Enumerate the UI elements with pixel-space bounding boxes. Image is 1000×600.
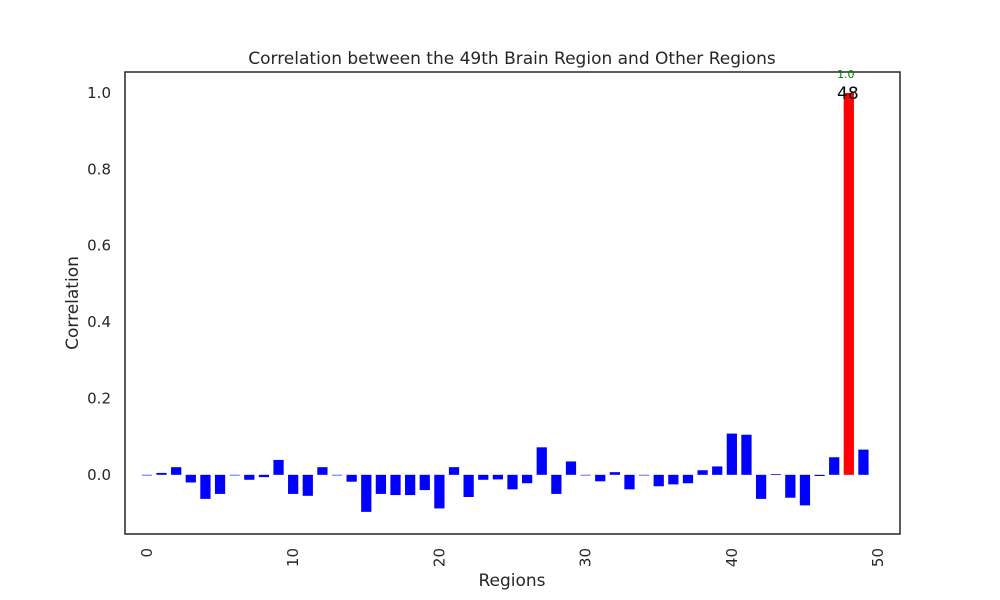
bar [288, 474, 299, 494]
bar [595, 474, 606, 482]
bar [141, 474, 153, 476]
bar [492, 474, 503, 480]
bar [405, 474, 416, 496]
y-tick-label: 0.2 [87, 389, 111, 407]
x-tick-label: 0 [138, 548, 156, 558]
bar [331, 474, 343, 476]
bar [682, 474, 694, 484]
bar [200, 474, 211, 499]
bar [317, 467, 328, 475]
y-tick-label: 0.8 [87, 160, 111, 178]
bar [609, 472, 620, 475]
bar [463, 474, 474, 497]
bar [258, 474, 270, 478]
bar-highlighted [843, 93, 854, 475]
x-axis-label: Regions [478, 571, 545, 591]
bar [478, 474, 489, 480]
bar [273, 459, 284, 475]
bar [244, 474, 255, 480]
bar [799, 474, 811, 506]
bar [390, 474, 401, 496]
y-axis-label: Correlation [63, 256, 83, 350]
bar [785, 474, 796, 498]
bar [653, 474, 664, 487]
y-tick-label: 0.4 [87, 313, 111, 331]
bar [185, 474, 196, 483]
y-tick-label: 1.0 [87, 84, 111, 102]
bar [156, 472, 167, 475]
y-tick-label: 0.0 [87, 466, 111, 484]
x-tick-label: 30 [577, 548, 595, 567]
y-tick-label: 0.6 [87, 237, 111, 255]
bar [536, 447, 547, 475]
bar [624, 474, 635, 490]
bar [814, 474, 825, 476]
x-tick-label: 20 [430, 548, 448, 567]
bar [419, 474, 430, 491]
bar [375, 474, 387, 494]
bars-layer [141, 93, 869, 512]
bar [171, 467, 182, 475]
bar [858, 449, 869, 475]
highlight-index-label: 48 [837, 84, 859, 104]
bar [712, 466, 723, 475]
bar [726, 433, 737, 475]
annotation-layer: 1.048 [837, 68, 859, 104]
plot-area-frame [124, 71, 901, 535]
bar [741, 434, 752, 475]
bar [507, 474, 518, 490]
bar [214, 474, 226, 494]
bar [346, 474, 357, 482]
bar [580, 474, 591, 476]
highlight-value-label: 1.0 [837, 68, 855, 81]
bar [448, 467, 460, 475]
bar [229, 474, 240, 476]
ticks-layer: 0.0 0.2 0.4 0.6 0.8 1.0 0 10 20 30 40 50 [87, 84, 887, 567]
bar [697, 470, 708, 475]
bar [361, 474, 372, 512]
bar [770, 474, 781, 475]
x-tick-label: 10 [284, 548, 302, 567]
bar [829, 457, 840, 475]
bar [755, 474, 767, 499]
bar [434, 474, 445, 509]
bar [551, 474, 562, 494]
chart-title: Correlation between the 49th Brain Regio… [248, 49, 776, 69]
bar [522, 474, 533, 484]
bar [668, 474, 679, 485]
x-tick-label: 50 [869, 548, 887, 567]
bar [565, 461, 577, 475]
x-tick-label: 40 [723, 548, 741, 567]
bar [638, 474, 650, 476]
bar [302, 474, 313, 496]
